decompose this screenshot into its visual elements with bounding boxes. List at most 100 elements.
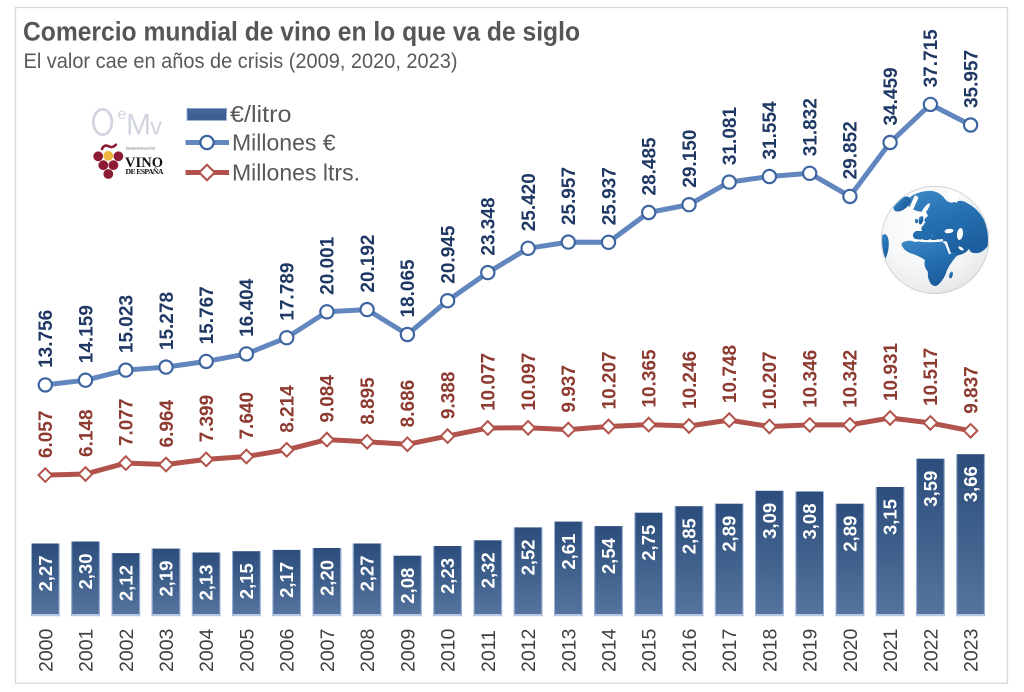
- svg-text:2008: 2008: [357, 629, 379, 672]
- svg-text:10.246: 10.246: [680, 351, 701, 409]
- svg-text:2,27: 2,27: [357, 556, 378, 592]
- svg-text:2009: 2009: [397, 629, 419, 672]
- svg-text:6.148: 6.148: [76, 409, 97, 457]
- svg-text:2,52: 2,52: [518, 539, 539, 575]
- svg-text:2022: 2022: [920, 629, 942, 672]
- svg-text:VINO: VINO: [125, 155, 163, 171]
- svg-text:6.057: 6.057: [36, 411, 57, 459]
- svg-text:10.097: 10.097: [519, 353, 540, 411]
- svg-text:2023: 2023: [961, 629, 983, 672]
- svg-text:8.686: 8.686: [398, 380, 419, 428]
- svg-text:25.420: 25.420: [519, 173, 540, 231]
- svg-text:10.207: 10.207: [760, 351, 781, 409]
- svg-text:2,61: 2,61: [558, 534, 579, 570]
- svg-text:13.756: 13.756: [36, 310, 57, 368]
- svg-text:10.077: 10.077: [479, 353, 500, 411]
- svg-text:Comercio mundial de vino en lo: Comercio mundial de vino en lo que va de…: [23, 17, 580, 47]
- svg-text:2019: 2019: [800, 629, 822, 672]
- svg-text:3,66: 3,66: [960, 466, 981, 502]
- svg-text:M: M: [126, 109, 151, 142]
- svg-text:2,08: 2,08: [397, 568, 418, 604]
- svg-text:El valor cae en años de crisis: El valor cae en años de crisis (2009, 20…: [24, 49, 458, 73]
- svg-text:2,13: 2,13: [196, 565, 217, 601]
- svg-text:2,12: 2,12: [115, 565, 136, 601]
- svg-text:10.346: 10.346: [801, 350, 822, 408]
- svg-text:15.023: 15.023: [117, 295, 138, 353]
- svg-text:20.945: 20.945: [438, 225, 459, 284]
- svg-text:2021: 2021: [880, 629, 902, 672]
- svg-text:10.342: 10.342: [841, 350, 862, 408]
- svg-text:23.348: 23.348: [479, 197, 500, 255]
- svg-text:2017: 2017: [719, 629, 741, 672]
- svg-text:29.150: 29.150: [680, 130, 701, 188]
- svg-text:31.554: 31.554: [760, 101, 781, 160]
- svg-text:20.192: 20.192: [358, 234, 379, 292]
- svg-text:2002: 2002: [116, 629, 138, 672]
- svg-text:v: v: [150, 114, 162, 141]
- svg-text:10.207: 10.207: [599, 351, 620, 409]
- svg-text:3,59: 3,59: [920, 471, 941, 507]
- svg-text:Millones ltrs.: Millones ltrs.: [232, 160, 360, 186]
- svg-text:6.964: 6.964: [157, 400, 178, 448]
- svg-text:2012: 2012: [518, 629, 540, 672]
- svg-text:3,08: 3,08: [799, 504, 820, 540]
- svg-text:15.278: 15.278: [157, 292, 178, 350]
- svg-text:16.404: 16.404: [237, 278, 258, 337]
- svg-text:2018: 2018: [759, 629, 781, 672]
- svg-text:DE ESPAÑA: DE ESPAÑA: [126, 167, 164, 176]
- svg-text:10.517: 10.517: [921, 348, 942, 406]
- svg-text:2005: 2005: [236, 628, 258, 672]
- svg-text:2006: 2006: [277, 629, 299, 672]
- svg-text:9.937: 9.937: [559, 365, 580, 413]
- svg-text:3,09: 3,09: [759, 503, 780, 539]
- svg-text:7.077: 7.077: [117, 399, 138, 447]
- svg-text:2007: 2007: [317, 629, 339, 672]
- svg-text:10.748: 10.748: [720, 345, 741, 403]
- svg-text:31.832: 31.832: [801, 98, 822, 156]
- svg-text:7.399: 7.399: [197, 395, 218, 443]
- svg-text:2013: 2013: [558, 629, 580, 672]
- svg-text:2,85: 2,85: [679, 518, 700, 554]
- svg-text:2020: 2020: [840, 628, 862, 672]
- svg-text:2001: 2001: [76, 629, 98, 672]
- svg-text:9.388: 9.388: [438, 372, 459, 420]
- svg-text:37.715: 37.715: [921, 29, 942, 88]
- svg-text:34.459: 34.459: [881, 67, 902, 125]
- svg-text:2011: 2011: [478, 630, 500, 672]
- svg-text:10.931: 10.931: [881, 342, 902, 401]
- svg-text:28.485: 28.485: [640, 137, 661, 196]
- svg-text:18.065: 18.065: [398, 259, 419, 318]
- svg-text:10.365: 10.365: [640, 349, 661, 408]
- svg-text:25.957: 25.957: [559, 167, 580, 225]
- svg-text:3,15: 3,15: [880, 499, 901, 535]
- svg-text:14.159: 14.159: [76, 305, 97, 363]
- svg-text:2004: 2004: [196, 628, 218, 672]
- svg-text:2,15: 2,15: [236, 563, 257, 599]
- svg-text:2015: 2015: [639, 628, 661, 672]
- svg-text:2000: 2000: [35, 628, 57, 672]
- svg-text:2,89: 2,89: [839, 516, 860, 552]
- svg-text:2,89: 2,89: [719, 516, 740, 552]
- svg-text:2,32: 2,32: [477, 552, 498, 588]
- svg-text:Interprofesional del: Interprofesional del: [126, 146, 156, 151]
- svg-text:2014: 2014: [599, 628, 621, 672]
- svg-text:2,30: 2,30: [75, 554, 96, 590]
- svg-text:25.937: 25.937: [599, 167, 620, 225]
- svg-text:2016: 2016: [679, 629, 701, 672]
- svg-text:2,19: 2,19: [156, 561, 177, 597]
- svg-text:e: e: [118, 106, 127, 123]
- svg-text:€/litro: €/litro: [230, 101, 292, 127]
- svg-text:Millones €: Millones €: [232, 130, 336, 156]
- svg-text:20.001: 20.001: [318, 236, 339, 295]
- svg-text:2010: 2010: [438, 628, 460, 672]
- svg-text:8.214: 8.214: [278, 385, 299, 433]
- svg-text:2,54: 2,54: [598, 537, 619, 574]
- svg-text:2,27: 2,27: [35, 556, 56, 592]
- svg-text:2,75: 2,75: [638, 525, 659, 561]
- svg-text:9.084: 9.084: [318, 375, 339, 423]
- svg-text:31.081: 31.081: [720, 107, 741, 166]
- svg-text:2,20: 2,20: [316, 560, 337, 596]
- svg-text:2,17: 2,17: [276, 562, 297, 598]
- svg-text:7.640: 7.640: [237, 392, 258, 440]
- svg-text:9.837: 9.837: [961, 366, 982, 414]
